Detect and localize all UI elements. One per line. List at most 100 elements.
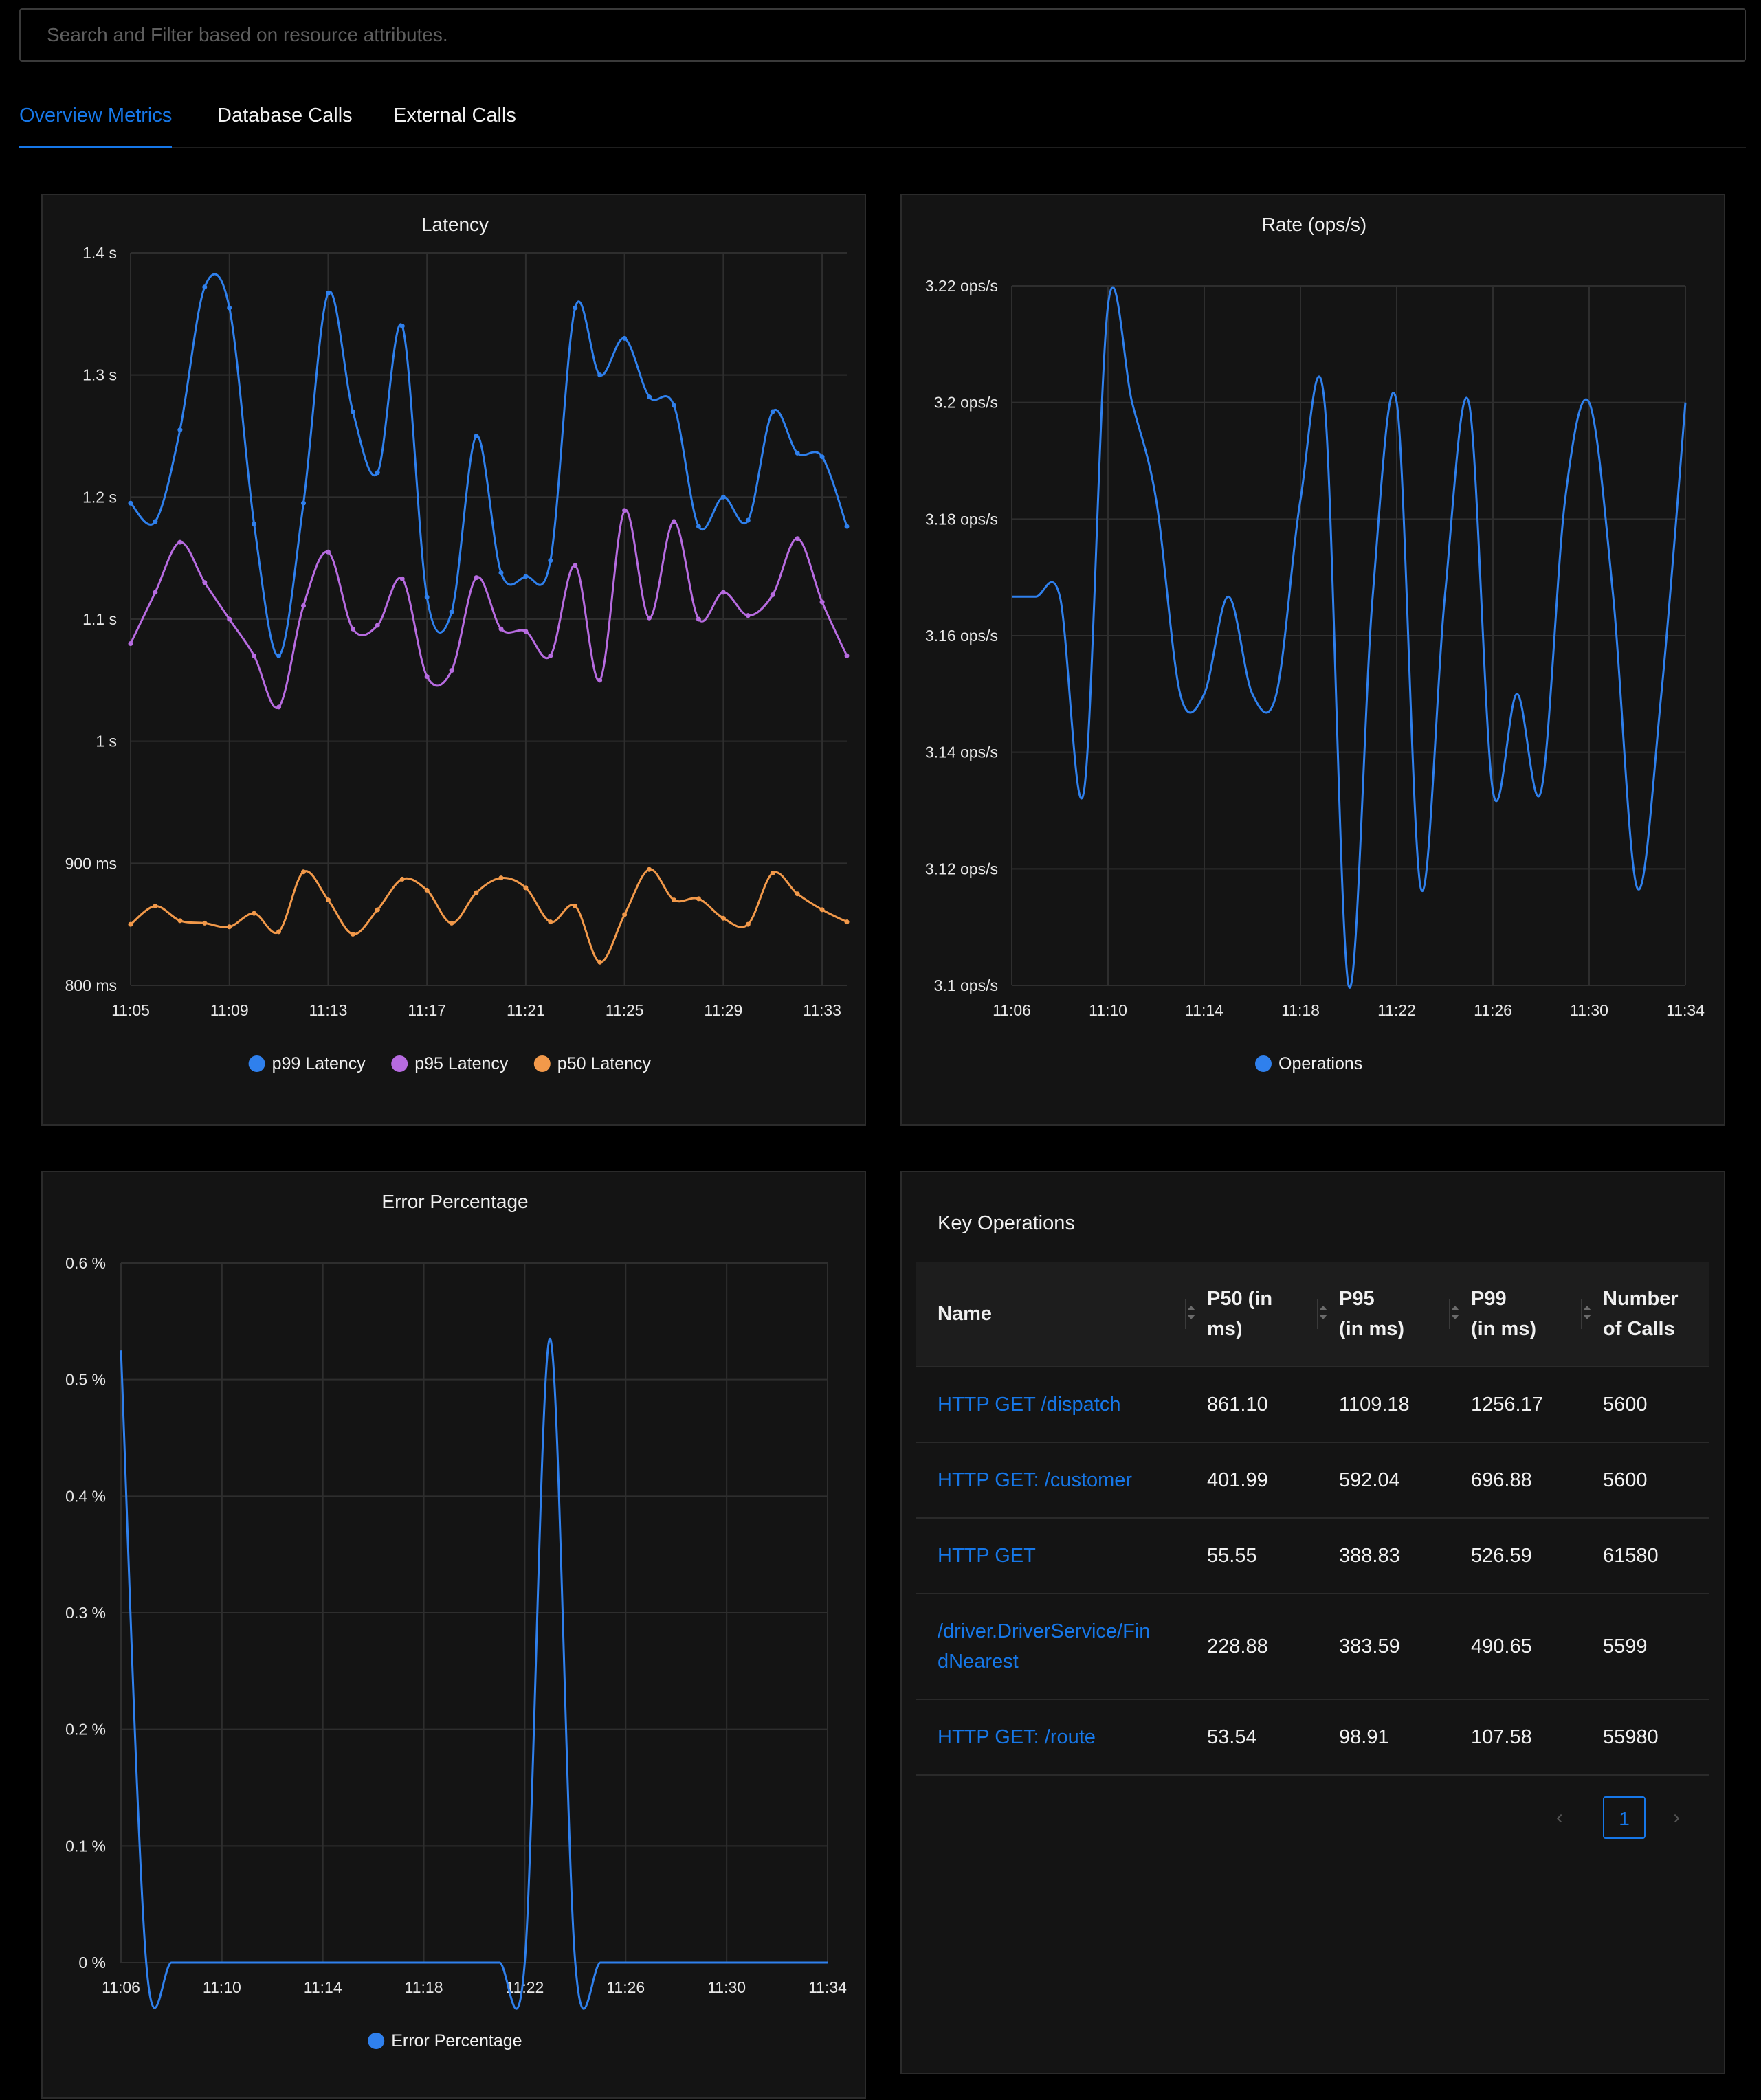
legend-label: p50 Latency bbox=[557, 1054, 652, 1073]
series-line-error-percentage bbox=[120, 1337, 828, 2010]
p95-cell: 1109.18 bbox=[1317, 1367, 1449, 1443]
legend-marker bbox=[391, 1055, 408, 1072]
operation-name-link[interactable]: HTTP GET: /customer bbox=[916, 1442, 1185, 1519]
latency-chart: Latency 800 ms 900 ms 1 s 1.1 s 1.2 s 1.3 s 1.4… bbox=[65, 214, 850, 1073]
data-point bbox=[573, 305, 578, 311]
page-1-button[interactable]: 1 bbox=[1603, 1796, 1646, 1839]
legend-label: Error Percentage bbox=[391, 2031, 522, 2051]
data-point bbox=[399, 324, 405, 329]
tab-overview-metrics[interactable]: Overview Metrics bbox=[19, 104, 173, 148]
y-tick-label: 0 % bbox=[78, 1954, 106, 1971]
data-point bbox=[523, 574, 529, 579]
tab-database-calls[interactable]: Database Calls bbox=[217, 104, 353, 126]
p99-cell: 1256.17 bbox=[1449, 1367, 1581, 1443]
legend-label: p99 Latency bbox=[272, 1054, 366, 1073]
table-row: /driver.DriverService/Fin dNearest 228.88… bbox=[916, 1594, 1709, 1700]
data-point bbox=[671, 897, 676, 903]
chart-title: Latency bbox=[421, 214, 489, 235]
data-point bbox=[597, 959, 603, 965]
chart-grid bbox=[130, 252, 847, 986]
chevron-right-icon[interactable]: › bbox=[1673, 1806, 1680, 1829]
tab-external-calls[interactable]: External Calls bbox=[393, 104, 516, 126]
data-point bbox=[177, 539, 183, 545]
x-tick-label: 11:14 bbox=[304, 1978, 342, 1996]
data-point bbox=[474, 575, 479, 581]
rate-chart: Rate (ops/s) 3.1 ops/s 3.12 ops/s 3.14 ops/… bbox=[925, 214, 1705, 1073]
data-point bbox=[350, 931, 355, 937]
column-header-p95[interactable]: P95 (in ms) bbox=[1317, 1262, 1449, 1367]
column-header-p50[interactable]: P50 (in ms) bbox=[1185, 1262, 1317, 1367]
search-input[interactable] bbox=[21, 10, 1745, 60]
data-point bbox=[276, 929, 282, 935]
y-tick-label: 3.22 ops/s bbox=[925, 277, 998, 295]
operation-name-link[interactable]: /driver.DriverService/Fin dNearest bbox=[916, 1594, 1185, 1700]
chart-title: Error Percentage bbox=[381, 1191, 528, 1212]
y-tick-label: 0.2 % bbox=[65, 1721, 106, 1739]
legend-marker bbox=[248, 1055, 265, 1072]
data-point bbox=[745, 921, 751, 927]
legend-marker bbox=[1255, 1055, 1272, 1072]
data-point bbox=[647, 867, 652, 872]
data-point bbox=[375, 907, 380, 913]
operation-name-link[interactable]: HTTP GET bbox=[916, 1518, 1185, 1594]
x-tick-label: 11:14 bbox=[1185, 1001, 1223, 1019]
sort-icon[interactable] bbox=[1317, 1299, 1329, 1326]
x-tick-label: 11:18 bbox=[405, 1978, 443, 1996]
sort-icon[interactable] bbox=[1185, 1299, 1197, 1326]
data-point bbox=[153, 904, 158, 909]
sort-icon[interactable] bbox=[1581, 1299, 1593, 1326]
tab-bar: Overview Metrics Database Calls External… bbox=[19, 103, 1746, 148]
data-point bbox=[819, 599, 825, 605]
data-point bbox=[622, 912, 628, 917]
table-row: HTTP GET: /route 53.54 98.91 107.58 5598… bbox=[916, 1699, 1709, 1776]
data-point bbox=[795, 536, 800, 541]
x-tick-label: 11:34 bbox=[808, 1978, 847, 1996]
column-header-number-of-calls[interactable]: Number of Calls bbox=[1581, 1262, 1709, 1367]
sort-icon[interactable] bbox=[1449, 1299, 1461, 1326]
pagination: ‹ 1 › bbox=[1556, 1796, 1707, 1842]
data-point bbox=[573, 563, 578, 568]
data-point bbox=[671, 403, 676, 408]
p50-cell: 55.55 bbox=[1185, 1518, 1317, 1594]
data-point bbox=[548, 558, 553, 563]
x-tick-label: 11:34 bbox=[1666, 1001, 1705, 1019]
y-tick-label: 3.2 ops/s bbox=[934, 394, 998, 412]
x-tick-label: 11:10 bbox=[1089, 1001, 1127, 1019]
data-point bbox=[424, 887, 430, 893]
series-line-p50-latency bbox=[130, 868, 848, 963]
data-point bbox=[720, 494, 726, 500]
y-tick-label: 1.3 s bbox=[82, 366, 117, 384]
legend-marker bbox=[368, 2033, 385, 2049]
y-tick-label: 0.6 % bbox=[65, 1254, 106, 1272]
operation-name-link[interactable]: HTTP GET: /route bbox=[916, 1699, 1185, 1776]
chevron-left-icon[interactable]: ‹ bbox=[1556, 1806, 1563, 1829]
data-point bbox=[696, 524, 701, 529]
calls-cell: 5600 bbox=[1581, 1442, 1709, 1519]
data-point bbox=[573, 904, 578, 909]
data-point bbox=[647, 394, 652, 400]
x-tick-label: 11:06 bbox=[102, 1978, 140, 1996]
legend-label: p95 Latency bbox=[414, 1054, 509, 1073]
series-line-p95-latency bbox=[129, 509, 848, 709]
y-tick-label: 3.16 ops/s bbox=[925, 627, 998, 645]
operation-name-link[interactable]: HTTP GET /dispatch bbox=[916, 1367, 1185, 1443]
y-tick-label: 1.1 s bbox=[82, 610, 117, 628]
data-point bbox=[301, 603, 307, 608]
data-point bbox=[770, 592, 775, 597]
data-point bbox=[128, 921, 133, 927]
series-line-operations bbox=[1012, 286, 1687, 989]
column-header-p99[interactable]: P99 (in ms) bbox=[1449, 1262, 1581, 1367]
data-point bbox=[671, 519, 676, 524]
x-tick-label: 11:33 bbox=[803, 1001, 841, 1019]
resource-search-bar[interactable] bbox=[19, 8, 1746, 62]
data-point bbox=[523, 885, 529, 891]
data-point bbox=[399, 876, 405, 882]
data-point bbox=[696, 896, 701, 902]
x-tick-label: 11:26 bbox=[606, 1978, 645, 1996]
data-point bbox=[498, 570, 504, 575]
chart-title: Rate (ops/s) bbox=[1262, 214, 1367, 235]
data-point bbox=[350, 626, 355, 632]
data-point bbox=[770, 871, 775, 876]
data-point bbox=[128, 641, 133, 647]
data-point bbox=[474, 890, 479, 895]
